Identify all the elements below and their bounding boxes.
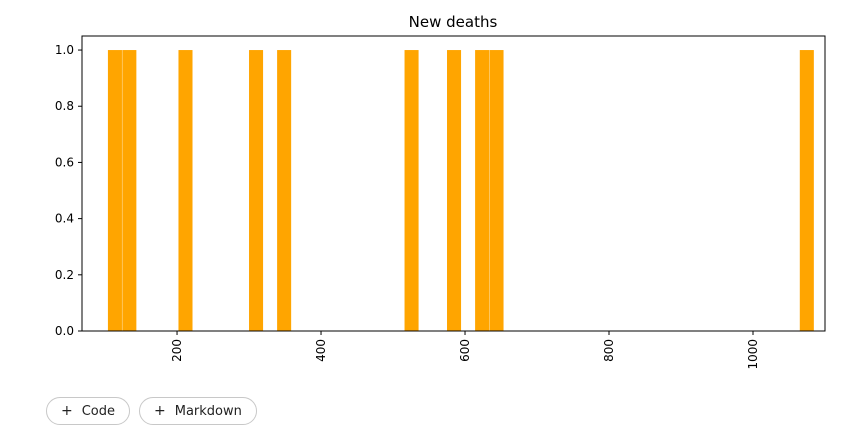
y-tick-label: 0.2 <box>55 268 74 282</box>
bars-group <box>107 50 814 332</box>
bar <box>475 50 490 332</box>
bar <box>404 50 419 332</box>
x-tick-label: 600 <box>458 339 472 362</box>
add-code-button[interactable]: + Code <box>46 397 131 425</box>
y-tick-label: 0.4 <box>55 212 74 226</box>
add-code-label: Code <box>81 403 116 419</box>
y-tick-label: 0.8 <box>55 99 74 113</box>
y-tick-label: 0.6 <box>55 155 74 169</box>
bar <box>799 50 814 332</box>
add-markdown-button[interactable]: + Markdown <box>139 397 257 425</box>
y-tick-label: 1.0 <box>55 43 74 57</box>
x-tick-label: 200 <box>170 339 184 362</box>
bar <box>447 50 462 332</box>
bar <box>122 50 137 332</box>
x-tick-label: 400 <box>314 339 328 362</box>
add-markdown-label: Markdown <box>174 403 242 419</box>
bar <box>107 50 122 332</box>
bar <box>489 50 504 332</box>
chart-title: New deaths <box>409 13 498 31</box>
bar <box>178 50 193 332</box>
y-tick-label: 0.0 <box>55 324 74 338</box>
cell-toolbar: + Code + Markdown <box>46 397 257 425</box>
plus-icon: + <box>154 403 166 419</box>
bar-chart: New deaths 0.0 0.2 0.4 0.6 0.8 1.0 200 400 600 80… <box>55 13 826 370</box>
bar <box>277 50 292 332</box>
bar <box>249 50 264 332</box>
plot-frame <box>81 35 826 332</box>
axes-group: 0.0 0.2 0.4 0.6 0.8 1.0 200 400 600 800 1000 <box>55 35 826 370</box>
x-tick-label: 1000 <box>746 339 760 370</box>
plus-icon: + <box>61 403 73 419</box>
x-tick-label: 800 <box>602 339 616 362</box>
